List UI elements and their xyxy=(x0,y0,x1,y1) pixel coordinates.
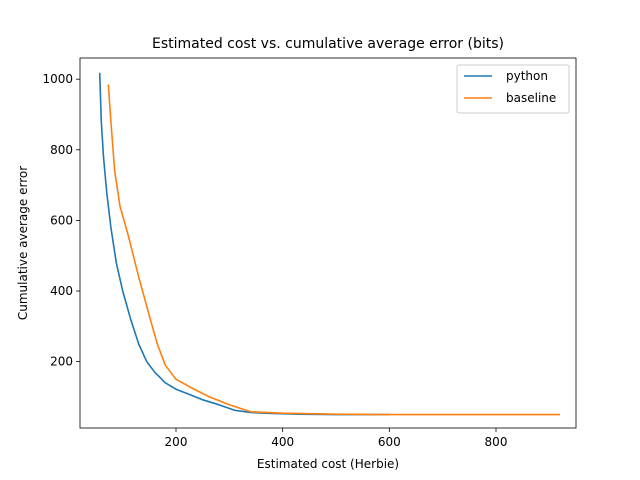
plot-frame xyxy=(79,57,577,429)
legend-label-python: python xyxy=(506,69,548,83)
plot-background xyxy=(80,58,576,428)
legend-box xyxy=(456,64,570,114)
x-axis-label: Estimated cost (Herbie) xyxy=(257,457,399,471)
y-tick-label: 200 xyxy=(50,355,73,369)
x-tick-label: 800 xyxy=(485,435,508,449)
y-axis: 200 400 600 800 1000 xyxy=(42,72,80,369)
series-line-baseline xyxy=(107,84,560,416)
series-layer xyxy=(98,72,560,416)
y-tick-label: 1000 xyxy=(42,72,73,86)
legend: python baseline xyxy=(456,64,570,114)
x-axis: 200 400 600 800 xyxy=(165,428,508,449)
x-tick-label: 600 xyxy=(378,435,401,449)
y-tick-label: 600 xyxy=(50,213,73,227)
chart-title: Estimated cost vs. cumulative average er… xyxy=(152,36,504,52)
x-tick-label: 200 xyxy=(165,435,188,449)
y-tick-label: 400 xyxy=(50,284,73,298)
legend-label-baseline: baseline xyxy=(506,91,556,105)
plot-area: 200 400 600 800 200 400 600 800 1000 xyxy=(42,57,577,449)
y-axis-label: Cumulative average error xyxy=(16,166,30,320)
x-tick-label: 400 xyxy=(271,435,294,449)
y-tick-label: 800 xyxy=(50,143,73,157)
